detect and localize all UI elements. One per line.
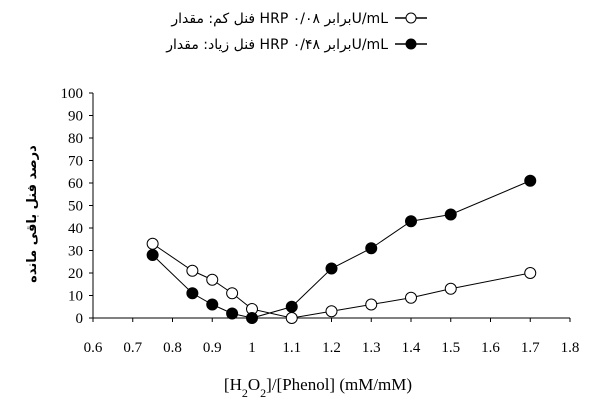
data-point-filled: [285, 300, 298, 313]
x-tick-label: 0.8: [163, 340, 182, 356]
y-tick-label: 100: [61, 86, 84, 102]
data-point-filled: [325, 262, 338, 275]
x-tick-label: 0.9: [203, 340, 222, 356]
legend-label: فنل زیاد: مقدار HRP برابر ۰/۴۸U/mL: [165, 37, 388, 53]
data-point-open: [206, 273, 219, 286]
legend-marker: [405, 12, 417, 24]
y-tick-label: 40: [68, 221, 83, 237]
y-tick-label: 20: [68, 266, 83, 282]
data-point-open: [146, 237, 159, 250]
data-point-open: [186, 264, 199, 277]
data-point-open: [285, 312, 298, 324]
x-tick-label: 1: [248, 340, 256, 356]
x-tick-label: 1.6: [481, 340, 500, 356]
x-tick-label: 0.6: [84, 340, 103, 356]
y-tick-label: 80: [68, 131, 83, 147]
y-tick-label: 70: [68, 154, 83, 170]
y-tick-label: 10: [68, 289, 83, 305]
x-axis-title: [H2O2]/[Phenol] (mM/mM): [224, 375, 412, 400]
series-line: [152, 180, 531, 319]
series-2: [146, 174, 537, 324]
y-axis-title: درصد فنل باقی مانده: [25, 145, 40, 283]
y-tick-label: 50: [68, 199, 83, 215]
data-point-open: [405, 291, 417, 304]
series-layer: [146, 174, 537, 324]
y-tick-label: 30: [68, 244, 83, 260]
x-tick-label: 1.4: [402, 340, 421, 356]
data-point-open: [226, 287, 239, 300]
legend-label: فنل کم: مقدار HRP برابر ۰/۰۸U/mL: [170, 11, 388, 27]
legend: فنل کم: مقدار HRP برابر ۰/۰۸U/mL فنل زیاد…: [165, 11, 427, 53]
data-point-open: [524, 267, 537, 279]
x-tick-label: 0.7: [123, 340, 142, 356]
data-point-filled: [226, 307, 239, 320]
x-tick-label: 1.2: [322, 340, 341, 356]
data-point-filled: [206, 298, 219, 311]
data-point-open: [325, 305, 338, 318]
x-tick-label: 1.8: [561, 340, 580, 356]
x-tick-label: 1.3: [362, 340, 381, 356]
data-point-open: [365, 298, 378, 311]
data-point-filled: [405, 215, 417, 228]
data-point-filled: [365, 242, 378, 255]
data-point-filled: [186, 287, 199, 300]
data-point-filled: [444, 208, 457, 221]
x-tick-label: 1.5: [441, 340, 460, 356]
series-1: [146, 237, 537, 324]
data-point-open: [444, 282, 457, 295]
data-point-filled: [246, 312, 258, 324]
y-tick-label: 0: [76, 311, 84, 327]
y-tick-label: 90: [68, 109, 83, 125]
x-tick-label: 1.1: [282, 340, 301, 356]
y-tick-label: 60: [68, 176, 83, 192]
data-point-filled: [146, 249, 159, 261]
legend-marker: [405, 38, 417, 50]
axes: 0 10 20 30 40 50 60 70 80 90 100 0.6 0.7 0.8 0.9 1 1.1 1.…: [61, 86, 580, 356]
data-point-filled: [524, 174, 537, 187]
x-tick-label: 1.7: [521, 340, 540, 356]
